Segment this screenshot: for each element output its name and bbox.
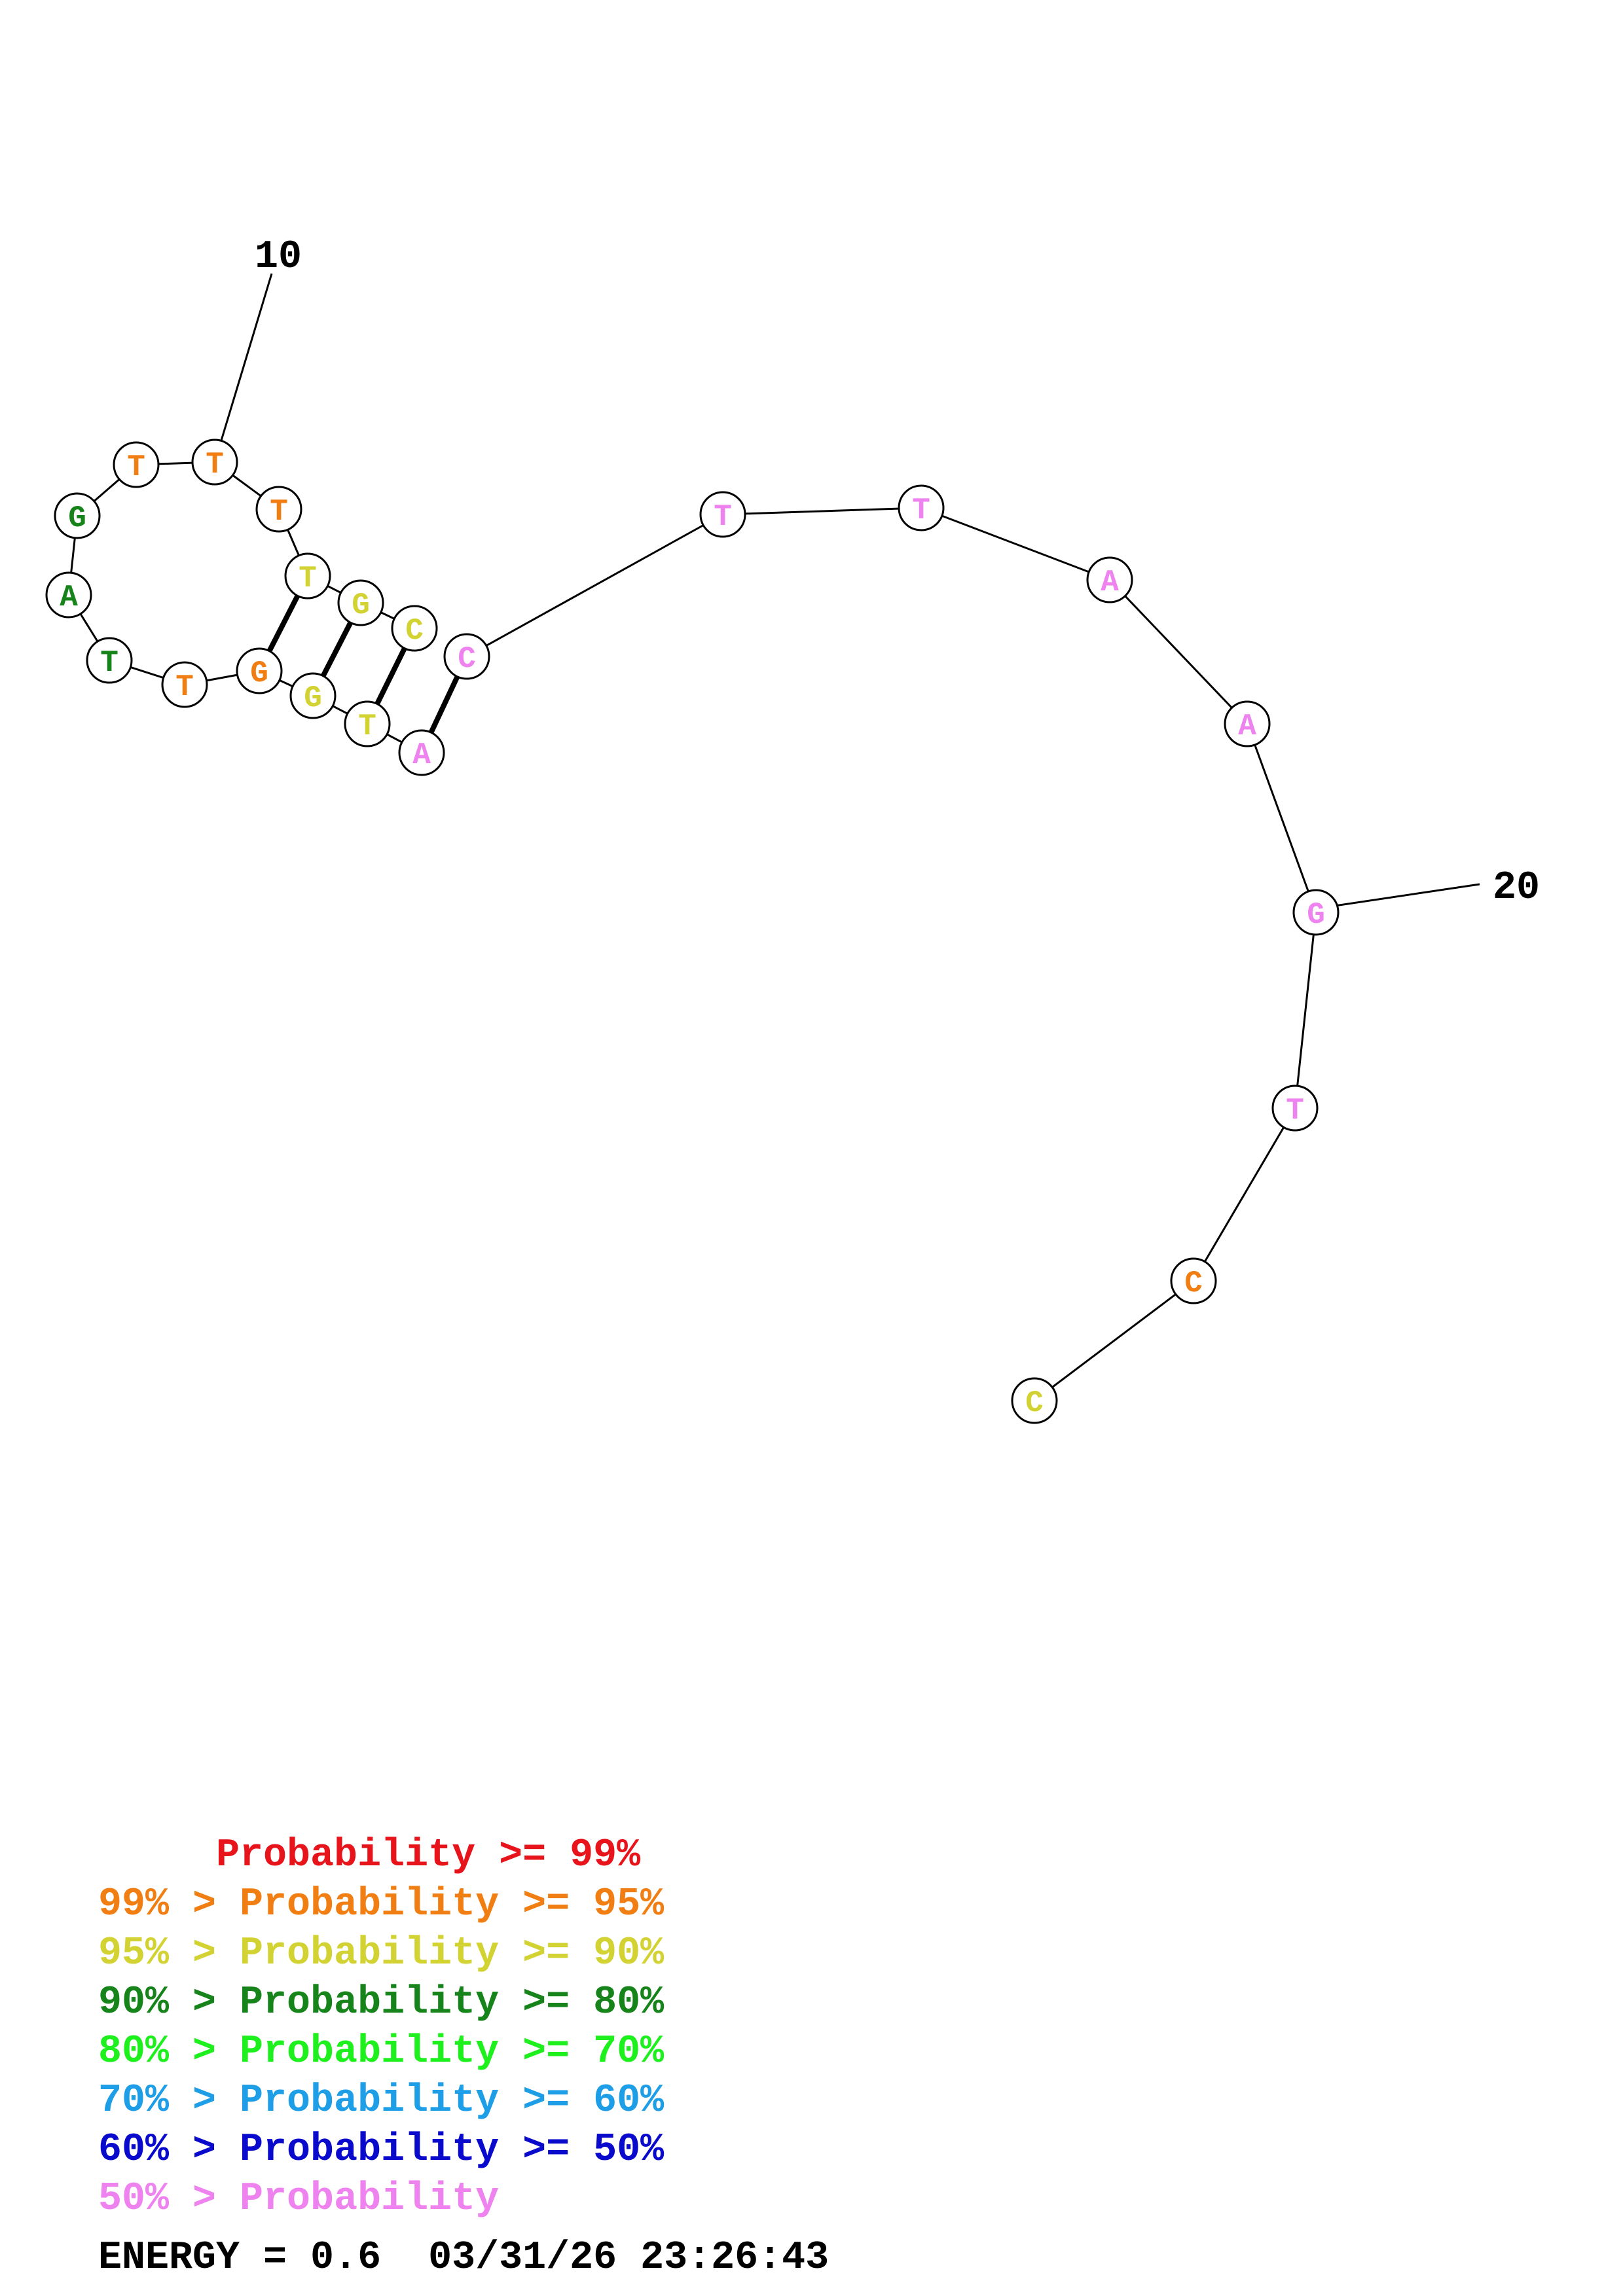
nucleotide-circle [344,700,391,747]
nucleotide-base: T [206,448,224,482]
nucleotide-circle [1271,1085,1319,1132]
nucleotide-8: T [699,491,746,538]
nucleotide-circle [699,491,746,538]
nucleotide-base: T [100,646,119,680]
base-pair-bond [320,621,354,677]
nucleotide-5: A [1224,700,1271,747]
energy-footer: ENERGY = 0.6 03/31/26 23:26:43 [98,2236,829,2280]
nucleotide-base: T [1286,1094,1304,1128]
nucleotide-circle [1170,1257,1217,1304]
nucleotide-circle [1011,1377,1058,1424]
nucleotide-6: A [1086,556,1133,603]
backbone-segment [1192,1107,1296,1282]
nucleotide-13: G [236,647,283,694]
backbone-layer [67,461,1317,1402]
legend-row: 95% > Probability >= 90% [98,1931,665,1976]
nucleotide-circle [191,439,238,486]
nucleotide-base: A [1101,565,1119,600]
nucleotide-base: T [714,500,732,534]
nucleotide-circle [255,486,302,533]
legend-row: 70% > Probability >= 60% [98,2079,665,2123]
nucleotide-circle [113,441,160,488]
nucleotide-circle [289,672,337,719]
nucleotide-11: T [344,700,391,747]
nucleotide-base: T [270,495,288,529]
nucleotide-20: T [255,486,302,533]
nucleotide-base: A [60,581,78,615]
base-pair-bond [266,594,301,653]
nucleotide-12: G [289,672,337,719]
backbone-segment [466,513,723,658]
nucleotide-base: C [1184,1266,1203,1300]
legend-row: Probability >= 99% [98,1833,641,1878]
legend-row: 80% > Probability >= 70% [98,2030,665,2074]
backbone-segment [1108,579,1249,725]
nucleotide-15: T [86,637,133,684]
nucleotide-18: T [113,441,160,488]
nucleotide-circle [1292,889,1340,936]
nucleotide-circle [54,492,101,539]
nucleotide-circle [86,637,133,684]
nucleotide-base: T [175,670,194,704]
nucleotide-base: G [304,681,322,715]
nucleotide-22: G [337,579,384,626]
nucleotide-16: A [45,571,92,619]
backbone-segment [722,507,922,516]
nucleotide-circle [443,633,490,680]
nucleotide-base: C [405,614,424,648]
nucleotide-base: G [68,501,86,535]
nucleotide-circle [1086,556,1133,603]
nucleotide-circle [337,579,384,626]
nucleotide-circle [1224,700,1271,747]
position-labels-layer: 10 20 [213,235,1540,913]
nucleotide-2: C [1170,1257,1217,1304]
nucleotide-7: T [898,484,945,531]
backbone-segment [1246,723,1317,913]
legend-row: 99% > Probability >= 95% [98,1882,665,1927]
nucleotide-circle [161,661,208,708]
base-pair-bond [428,675,460,734]
nucleotide-base: T [358,709,376,744]
nucleotide-base: A [1238,709,1256,744]
legend-row: 50% > Probability [98,2177,499,2221]
legend-row: 90% > Probability >= 80% [98,1981,665,2025]
nucleotide-base: T [912,493,930,528]
nucleotide-base: G [1307,898,1325,932]
nucleotide-circle [45,571,92,619]
position-label-leader [213,273,273,463]
nucleotide-10: A [398,729,445,776]
nucleotide-base: T [299,562,317,596]
nucleotide-base: T [127,450,145,484]
nucleotide-base: C [458,642,476,676]
nucleotide-base: C [1025,1386,1044,1420]
nucleotide-9: C [443,633,490,680]
nucleotide-3: T [1271,1085,1319,1132]
backbone-segment [1294,912,1317,1109]
nucleotide-circle [398,729,445,776]
nucleotide-base: A [412,738,431,772]
nucleotide-4: G [1292,889,1340,936]
nucleotide-1: C [1011,1377,1058,1424]
nucleotide-21: T [284,552,331,600]
nucleotide-19: T [191,439,238,486]
nucleotide-circle [391,605,438,652]
nucleotide-23: C [391,605,438,652]
legend-row: 60% > Probability >= 50% [98,2128,665,2172]
probability-legend: Probability >= 99%99% > Probability >= 9… [98,1833,665,2221]
position-label-20: 20 [1493,866,1540,910]
nucleotide-circle [236,647,283,694]
nucleotide-circle [898,484,945,531]
nucleotide-circle [284,552,331,600]
backbone-segment [921,507,1110,581]
base-pair-bond [374,647,407,706]
backbone-segment [1034,1280,1194,1402]
nucleotide-base: G [352,588,370,622]
base-pairs-layer [266,594,460,734]
nucleotide-14: T [161,661,208,708]
nucleotide-base: G [250,656,268,691]
position-label-10: 10 [255,235,302,279]
nucleotide-17: G [54,492,101,539]
